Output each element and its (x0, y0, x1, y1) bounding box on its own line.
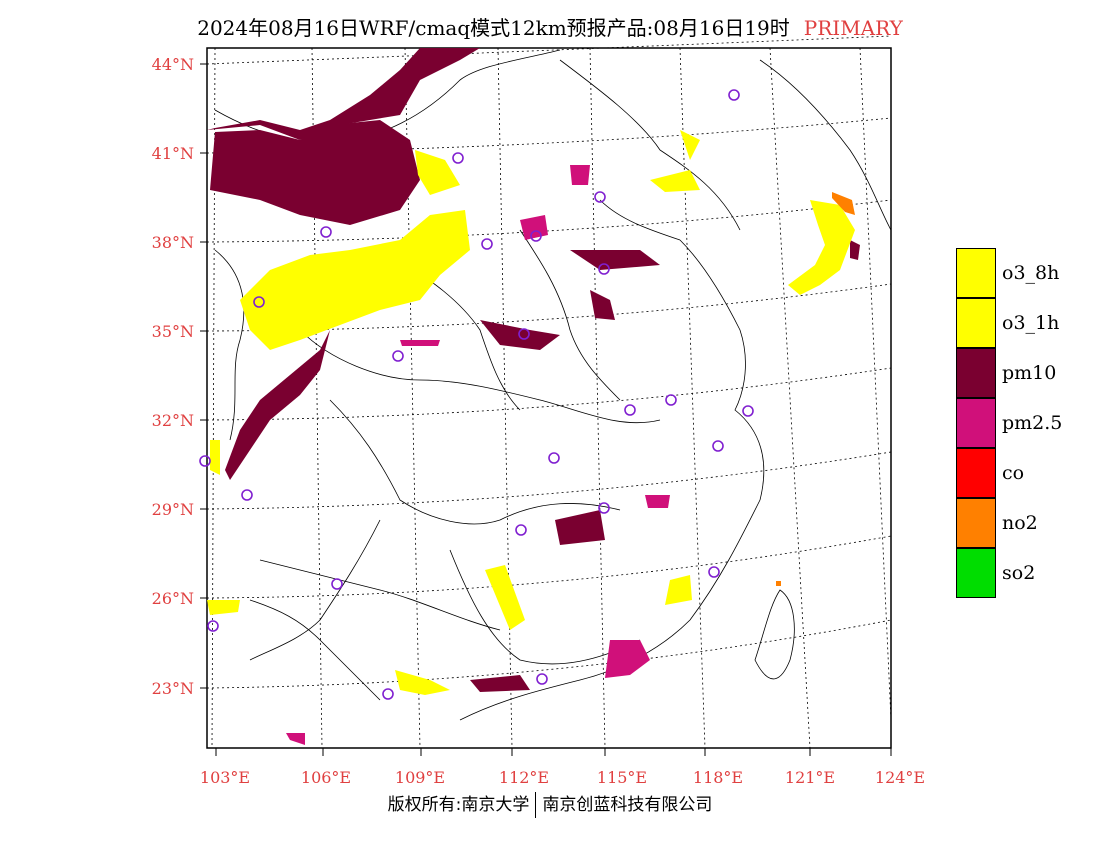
lat-label-26: 26°N (152, 589, 194, 608)
lat-ticks (200, 63, 207, 689)
lat-label-35: 35°N (152, 322, 194, 341)
legend-swatch (956, 498, 996, 548)
pollutant-layer (207, 48, 860, 692)
no2-layer (776, 192, 855, 586)
title-tag: PRIMARY (803, 16, 903, 40)
footer-left: 版权所有:南京大学 (387, 795, 530, 815)
lat-label-29: 29°N (152, 500, 194, 519)
legend-label: co (1002, 462, 1025, 484)
lon-ticks (215, 748, 892, 756)
map-title: 2024年08月16日WRF/cmaq模式12km预报产品:08月16日19时 P… (0, 12, 1100, 41)
legend-swatch (956, 398, 996, 448)
lon-label-115: 115°E (597, 768, 647, 787)
legend-swatch (956, 548, 996, 598)
legend-label: pm10 (1002, 362, 1057, 384)
lon-label-109: 109°E (395, 768, 445, 787)
lat-label-38: 38°N (152, 233, 194, 252)
title-main: 2024年08月16日WRF/cmaq模式12km预报产品:08月16日19时 (197, 16, 790, 40)
legend-swatch (956, 348, 996, 398)
copyright-footer: 版权所有:南京大学 南京创蓝科技有限公司 (0, 790, 1100, 818)
station-markers (199, 89, 754, 700)
lat-label-41: 41°N (152, 144, 194, 163)
legend-swatch (956, 298, 996, 348)
lon-label-124: 124°E (875, 768, 925, 787)
legend-label: o3_8h (1002, 262, 1060, 284)
lat-label-23: 23°N (152, 679, 194, 698)
legend-swatch (956, 248, 996, 298)
o3-layer (207, 130, 855, 695)
legend-swatch (956, 448, 996, 498)
lon-label-103: 103°E (200, 768, 250, 787)
lon-label-121: 121°E (785, 768, 835, 787)
lon-label-106: 106°E (301, 768, 351, 787)
lat-label-44: 44°N (152, 55, 194, 74)
legend-label: pm2.5 (1002, 412, 1063, 434)
legend-label: so2 (1002, 562, 1036, 584)
lon-label-118: 118°E (693, 768, 743, 787)
legend-label: no2 (1002, 512, 1038, 534)
footer-right: 南京创蓝科技有限公司 (542, 795, 713, 815)
footer-divider (535, 792, 537, 818)
lat-label-32: 32°N (152, 411, 194, 430)
lon-label-112: 112°E (499, 768, 549, 787)
legend-label: o3_1h (1002, 312, 1060, 334)
